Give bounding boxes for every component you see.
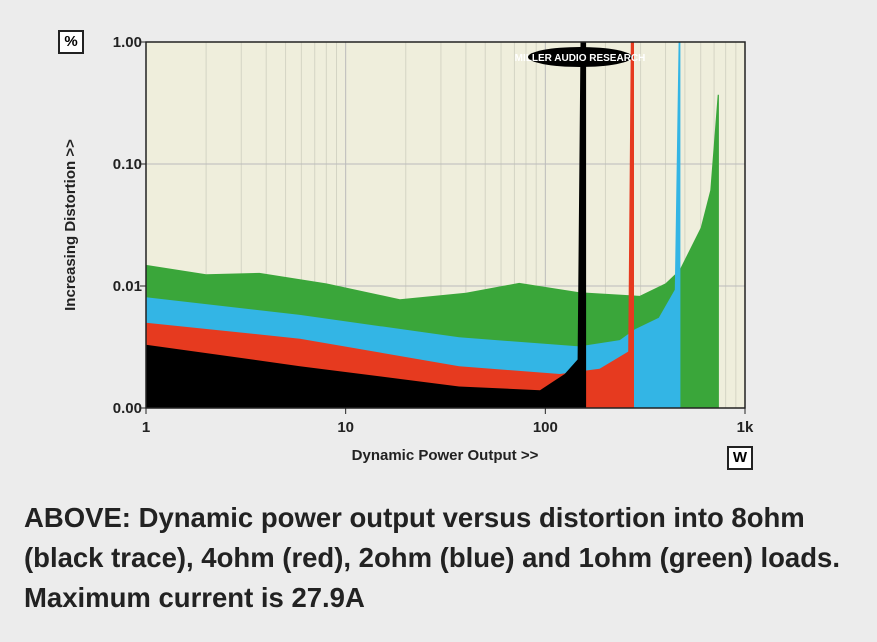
y-tick-label: 0.00 [113, 400, 142, 417]
plot-border [145, 41, 746, 409]
figure-caption: ABOVE: Dynamic power output versus disto… [24, 502, 840, 613]
x-tick-label: 100 [533, 419, 558, 436]
y-axis-label: Increasing Distortion >> [62, 139, 79, 311]
y-tick-label: 0.01 [113, 278, 142, 295]
series-2ohm-area [146, 42, 681, 408]
x-unit-box: W [727, 446, 753, 470]
x-tick-label: 10 [337, 419, 354, 436]
y-tick-label: 0.10 [113, 156, 142, 173]
y-unit-box: % [58, 30, 84, 54]
x-tick-label: 1k [737, 419, 754, 436]
series-8ohm-area [146, 42, 587, 408]
x-axis-label: Dynamic Power Output >> [352, 447, 539, 464]
y-tick-label: 1.00 [113, 34, 142, 51]
distortion-chart: MILLER AUDIO RESEARCH 1 10 100 1k 1.00 0.10 0.0… [62, 34, 754, 464]
x-tick-label: 1 [142, 419, 150, 436]
logo-ellipse [528, 47, 632, 67]
logo-text: MILLER AUDIO RESEARCH [515, 53, 646, 64]
